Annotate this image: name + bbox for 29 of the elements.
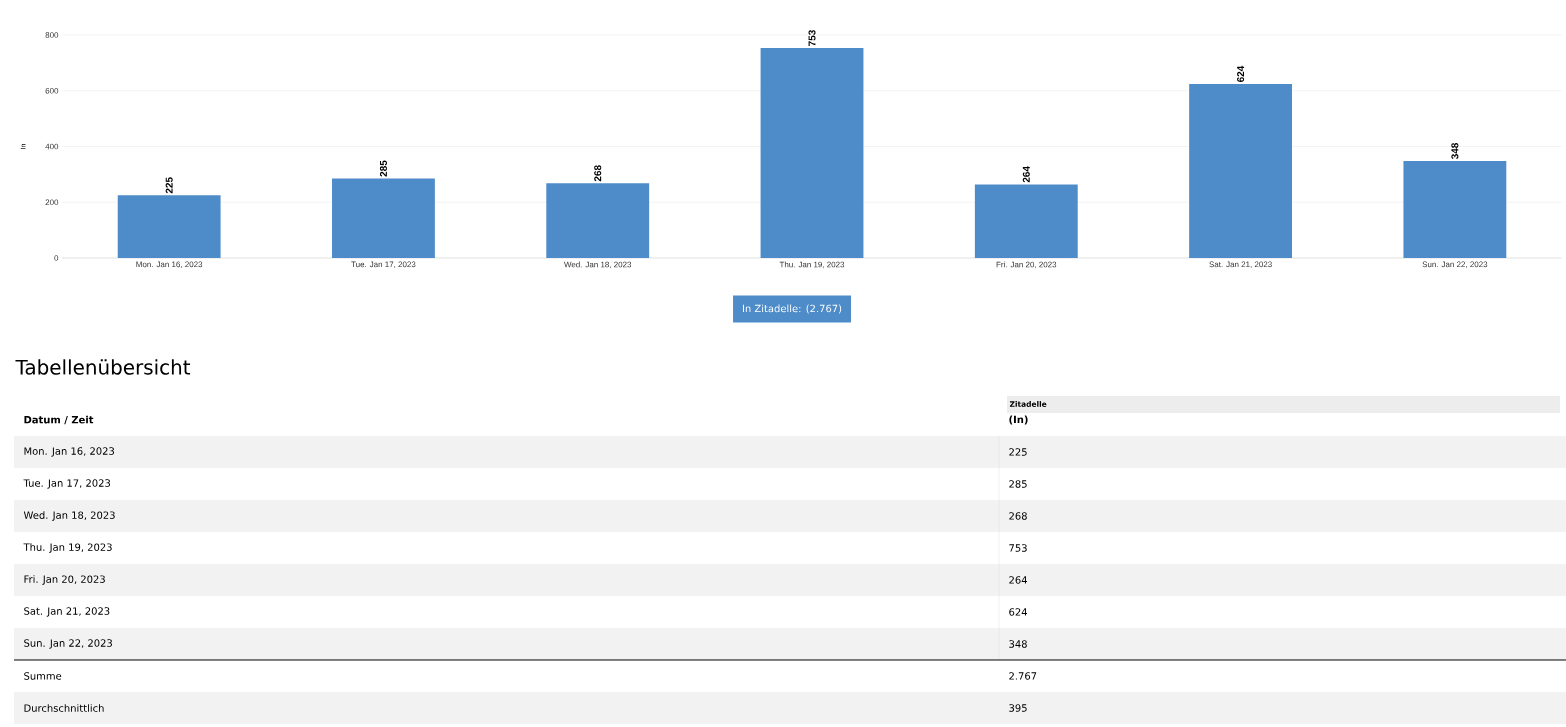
data-label: 225 bbox=[165, 177, 173, 194]
data-label: 753 bbox=[808, 30, 816, 46]
data-label: 624 bbox=[1237, 65, 1245, 83]
category-label: Mon. Jan 16, 2023 bbox=[24, 447, 115, 457]
category-label: Wed. Jan 18, 2023 bbox=[23, 511, 115, 521]
text: 753 bbox=[1009, 544, 1027, 552]
category-label: Tue. Jan 17, 2023 bbox=[23, 479, 111, 489]
text: 264 bbox=[1009, 576, 1027, 584]
text: Tabellenübersicht bbox=[15, 359, 191, 375]
text: Summe bbox=[24, 672, 62, 680]
category-label: Thu. Jan 19, 2023 bbox=[23, 543, 112, 553]
text: Durchschnittlich bbox=[24, 704, 104, 712]
category-label: Sun. Jan 22, 2023 bbox=[24, 639, 112, 649]
text: 285 bbox=[1009, 480, 1027, 488]
text: 268 bbox=[1009, 512, 1027, 520]
data-label: 264 bbox=[1022, 166, 1030, 183]
data-label: 348 bbox=[1451, 142, 1459, 160]
category-label: Sat. Jan 21, 2023 bbox=[24, 607, 110, 617]
text: 2.767 bbox=[1009, 672, 1037, 680]
data-label: 268 bbox=[594, 165, 602, 182]
text: 348 bbox=[1009, 640, 1027, 648]
text: 225 bbox=[1009, 448, 1027, 456]
category-label: Fri. Jan 20, 2023 bbox=[24, 575, 105, 585]
text: 395 bbox=[1009, 704, 1027, 712]
text: In Zitadelle: (2.767) bbox=[742, 304, 842, 314]
data-label: 285 bbox=[379, 160, 387, 177]
text: (In) bbox=[1009, 415, 1028, 425]
text: Datum / Zeit bbox=[24, 415, 94, 425]
text: 624 bbox=[1009, 608, 1027, 616]
